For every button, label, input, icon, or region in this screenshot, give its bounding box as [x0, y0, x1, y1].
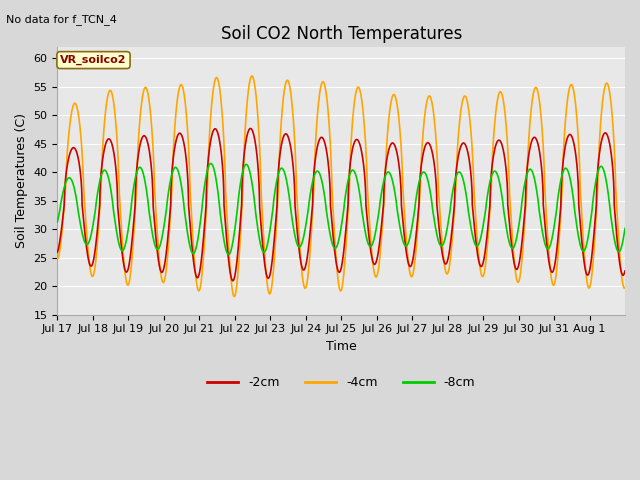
Title: Soil CO2 North Temperatures: Soil CO2 North Temperatures: [221, 24, 462, 43]
Legend: -2cm, -4cm, -8cm: -2cm, -4cm, -8cm: [202, 371, 481, 394]
Text: VR_soilco2: VR_soilco2: [60, 55, 127, 65]
Y-axis label: Soil Temperatures (C): Soil Temperatures (C): [15, 113, 28, 248]
X-axis label: Time: Time: [326, 340, 356, 353]
Text: No data for f_TCN_4: No data for f_TCN_4: [6, 14, 117, 25]
